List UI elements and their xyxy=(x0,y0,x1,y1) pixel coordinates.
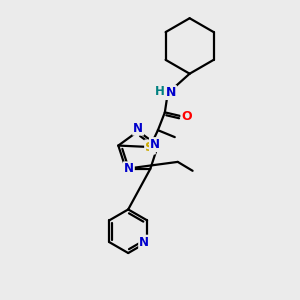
Text: N: N xyxy=(124,162,134,175)
Text: N: N xyxy=(133,122,143,135)
Text: N: N xyxy=(139,236,149,249)
Text: H: H xyxy=(155,85,165,98)
Text: N: N xyxy=(150,138,160,151)
Text: S: S xyxy=(145,140,155,154)
Text: N: N xyxy=(166,86,176,99)
Text: O: O xyxy=(181,110,192,123)
